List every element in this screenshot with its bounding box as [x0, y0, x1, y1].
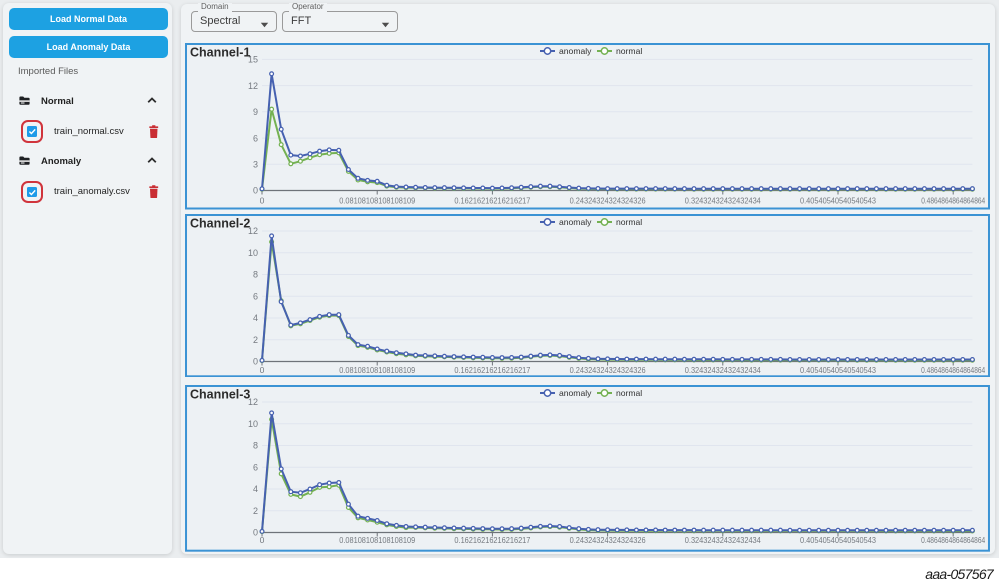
svg-text:6: 6 [253, 291, 258, 301]
svg-text:0.08108108108108109: 0.08108108108108109 [339, 535, 415, 545]
svg-text:0.24324324324324326: 0.24324324324324326 [570, 196, 646, 206]
svg-text:anomaly: anomaly [559, 217, 592, 227]
svg-text:0.4864864864864864: 0.4864864864864864 [921, 365, 985, 375]
svg-text:10: 10 [248, 248, 258, 258]
svg-text:15: 15 [248, 55, 258, 65]
svg-text:normal: normal [616, 217, 642, 227]
svg-text:0: 0 [260, 196, 265, 206]
svg-text:anomaly: anomaly [559, 46, 592, 56]
svg-text:normal: normal [616, 46, 642, 56]
svg-text:6: 6 [253, 462, 258, 472]
svg-text:0.32432432432432434: 0.32432432432432434 [685, 196, 761, 206]
svg-text:3: 3 [253, 160, 258, 170]
svg-text:9: 9 [253, 107, 258, 117]
svg-text:0.32432432432432434: 0.32432432432432434 [685, 535, 761, 545]
svg-text:4: 4 [253, 484, 258, 494]
svg-text:10: 10 [248, 419, 258, 429]
svg-text:8: 8 [253, 441, 258, 451]
svg-text:2: 2 [253, 335, 258, 345]
svg-text:0.24324324324324326: 0.24324324324324326 [570, 365, 646, 375]
svg-text:anomaly: anomaly [559, 388, 592, 398]
svg-text:0.40540540540540543: 0.40540540540540543 [800, 535, 876, 545]
svg-text:0.16216216216216217: 0.16216216216216217 [454, 196, 530, 206]
svg-text:Channel-3: Channel-3 [190, 387, 250, 401]
svg-text:0.40540540540540543: 0.40540540540540543 [800, 196, 876, 206]
svg-text:0.32432432432432434: 0.32432432432432434 [685, 365, 761, 375]
svg-text:0.4864864864864864: 0.4864864864864864 [921, 535, 985, 545]
svg-text:0: 0 [253, 357, 258, 367]
svg-text:0.08108108108108109: 0.08108108108108109 [339, 365, 415, 375]
svg-text:0.40540540540540543: 0.40540540540540543 [800, 365, 876, 375]
svg-text:0: 0 [260, 535, 265, 545]
svg-text:12: 12 [248, 81, 258, 91]
svg-text:0.4864864864864864: 0.4864864864864864 [921, 196, 985, 206]
svg-text:0.08108108108108109: 0.08108108108108109 [339, 196, 415, 206]
svg-text:0.16216216216216217: 0.16216216216216217 [454, 365, 530, 375]
svg-text:0: 0 [260, 365, 265, 375]
svg-text:12: 12 [248, 397, 258, 407]
svg-text:2: 2 [253, 506, 258, 516]
svg-text:8: 8 [253, 270, 258, 280]
svg-text:Channel-1: Channel-1 [190, 46, 250, 60]
svg-text:normal: normal [616, 388, 642, 398]
svg-text:0.16216216216216217: 0.16216216216216217 [454, 535, 530, 545]
svg-text:0: 0 [253, 186, 258, 196]
svg-text:6: 6 [253, 133, 258, 143]
svg-text:Channel-2: Channel-2 [190, 216, 250, 230]
svg-text:12: 12 [248, 226, 258, 236]
svg-text:0.24324324324324326: 0.24324324324324326 [570, 535, 646, 545]
svg-text:4: 4 [253, 313, 258, 323]
svg-text:0: 0 [253, 528, 258, 538]
